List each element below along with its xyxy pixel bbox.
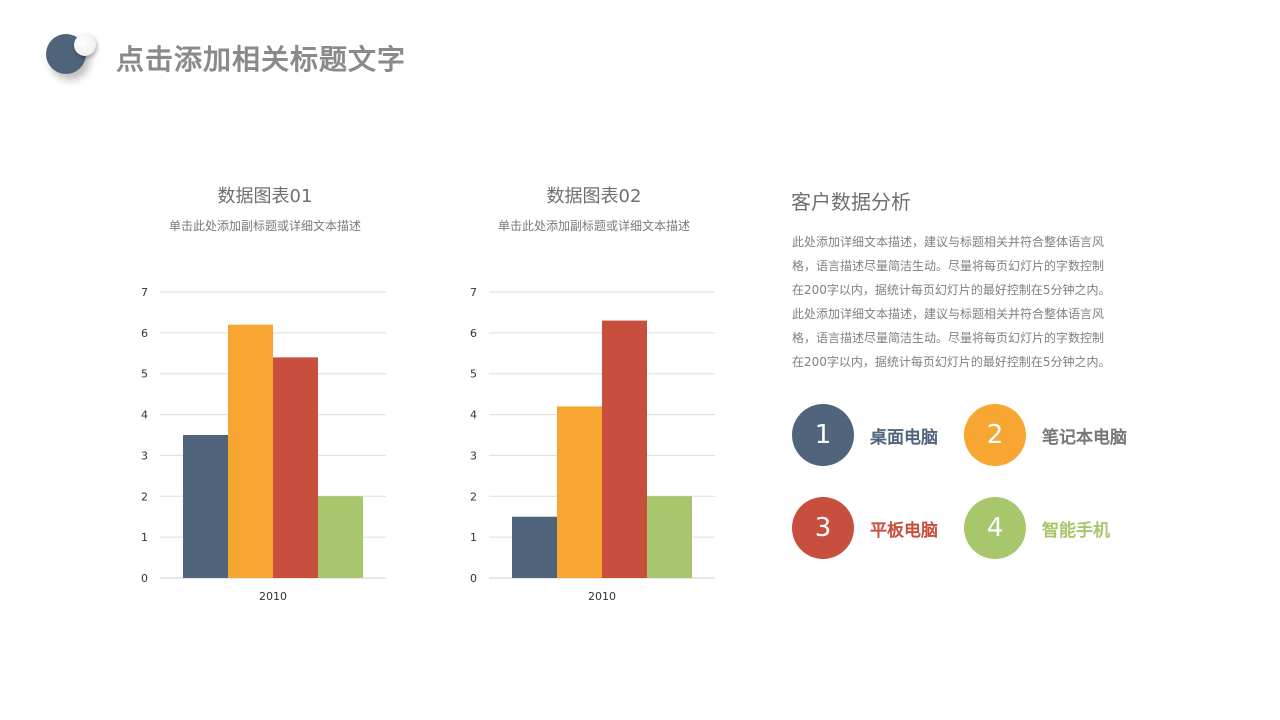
x-tick-label: 2010 (588, 590, 616, 603)
bar-chart-1: 0 1 2 3 4 5 6 7 2010 (141, 286, 386, 603)
bar (183, 435, 228, 578)
page-title[interactable]: 点击添加相关标题文字 (116, 43, 407, 76)
y-tick-label: 3 (141, 449, 148, 462)
summary-line: 此处添加详细文本描述，建议与标题相关并符合整体语言风 (792, 307, 1105, 321)
bar (273, 357, 318, 578)
chart-block-1: 数据图表01 单击此处添加副标题或详细文本描述 0 1 2 3 4 5 6 7 2010 (115, 178, 415, 608)
summary-title[interactable]: 客户数据分析 (791, 190, 911, 214)
legend-number-badge: 4 (964, 497, 1026, 559)
summary-line: 在200字以内，据统计每页幻灯片的最好控制在5分钟之内。 (792, 283, 1111, 297)
bar (512, 516, 557, 578)
logo-circle-small (74, 34, 96, 56)
bar (557, 406, 602, 578)
chart-title[interactable]: 数据图表01 (217, 186, 313, 207)
chart-block-2: 数据图表02 单击此处添加副标题或详细文本描述 0 1 2 3 4 5 6 7 2010 (444, 178, 744, 608)
chart-subtitle[interactable]: 单击此处添加副标题或详细文本描述 (168, 219, 361, 233)
bar (318, 496, 363, 578)
y-tick-label: 5 (141, 368, 148, 381)
y-tick-label: 7 (141, 286, 148, 299)
summary-line: 此处添加详细文本描述，建议与标题相关并符合整体语言风 (792, 235, 1105, 249)
legend-label[interactable]: 智能手机 (1042, 521, 1110, 541)
y-tick-label: 1 (141, 531, 148, 544)
summary-line: 在200字以内，据统计每页幻灯片的最好控制在5分钟之内。 (792, 355, 1111, 369)
bar (602, 320, 647, 578)
y-tick-label: 1 (470, 531, 477, 544)
chart-title[interactable]: 数据图表02 (546, 186, 642, 207)
summary-line: 格，语言描述尽量简洁生动。尽量将每页幻灯片的字数控制 (792, 331, 1105, 345)
legend-number-badge: 1 (792, 404, 854, 466)
logo-icon (46, 34, 106, 84)
y-tick-label: 3 (470, 449, 477, 462)
y-tick-label: 0 (470, 572, 477, 585)
chart-subtitle[interactable]: 单击此处添加副标题或详细文本描述 (497, 219, 690, 233)
legend-number-badge: 2 (964, 404, 1026, 466)
y-tick-label: 2 (141, 490, 148, 503)
y-tick-label: 5 (470, 368, 477, 381)
y-tick-label: 6 (141, 327, 148, 340)
summary-line: 格，语言描述尽量简洁生动。尽量将每页幻灯片的字数控制 (792, 259, 1105, 273)
legend-label[interactable]: 笔记本电脑 (1042, 428, 1127, 448)
y-tick-label: 4 (470, 409, 477, 422)
legend-label[interactable]: 平板电脑 (870, 521, 938, 541)
summary-body[interactable]: 此处添加详细文本描述，建议与标题相关并符合整体语言风 格，语言描述尽量简洁生动。… (792, 230, 1144, 374)
y-tick-label: 7 (470, 286, 477, 299)
bar (647, 496, 692, 578)
legend-number-badge: 3 (792, 497, 854, 559)
bar (228, 324, 273, 578)
y-tick-label: 4 (141, 409, 148, 422)
y-tick-label: 2 (470, 490, 477, 503)
y-tick-label: 6 (470, 327, 477, 340)
bar-chart-2: 0 1 2 3 4 5 6 7 2010 (470, 286, 715, 603)
legend-label[interactable]: 桌面电脑 (870, 428, 938, 448)
y-tick-label: 0 (141, 572, 148, 585)
x-tick-label: 2010 (259, 590, 287, 603)
